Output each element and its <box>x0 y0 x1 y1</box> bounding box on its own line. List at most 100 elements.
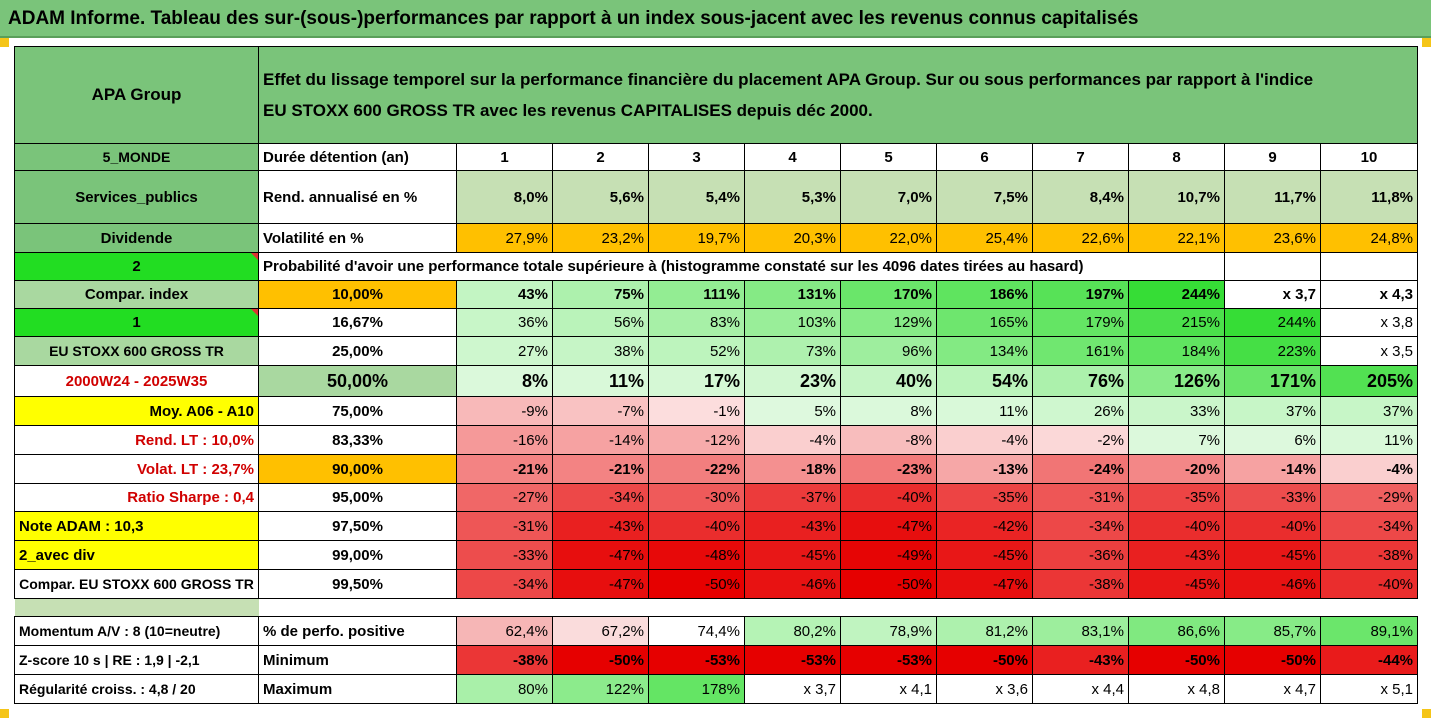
year-header: 9 <box>1224 143 1321 171</box>
index-code-label: 1 <box>14 308 259 337</box>
performance-cell: -33% <box>456 540 553 570</box>
description-line-1: Effet du lissage temporel sur la perform… <box>263 70 1314 89</box>
performance-cell: 223% <box>1224 336 1321 366</box>
report-title: ADAM Informe. Tableau des sur-(sous-)per… <box>0 0 1431 38</box>
maximum-cell: x 5,1 <box>1319 674 1419 704</box>
year-header: 1 <box>456 143 553 171</box>
maximum-cell: x 3,6 <box>936 674 1033 704</box>
performance-cell: 215% <box>1128 308 1225 337</box>
performance-cell: -40% <box>840 483 937 512</box>
year-header: 8 <box>1128 143 1225 171</box>
index-name-label: EU STOXX 600 GROSS TR <box>14 336 259 366</box>
performance-cell: -38% <box>1032 569 1129 599</box>
performance-cell: -14% <box>552 425 649 455</box>
performance-cell: 184% <box>1128 336 1225 366</box>
performance-cell: 73% <box>744 336 841 366</box>
performance-cell: -20% <box>1128 454 1225 484</box>
positive-perf-cell: 85,7% <box>1224 616 1321 646</box>
volatility-cell: 23,6% <box>1224 223 1321 253</box>
performance-cell: -40% <box>648 511 745 541</box>
volatility-cell: 27,9% <box>456 223 553 253</box>
minimum-cell: -43% <box>1032 645 1129 675</box>
maximum-cell: x 4,8 <box>1128 674 1225 704</box>
performance-cell: 43% <box>456 280 553 309</box>
company-name: APA Group <box>14 46 259 144</box>
performance-cell: -35% <box>1128 483 1225 512</box>
probability-level: 99,50% <box>258 569 457 599</box>
year-header: 5 <box>840 143 937 171</box>
performance-cell: -7% <box>552 396 649 426</box>
volatility-label: Volatilité en % <box>258 223 457 253</box>
year-header: 6 <box>936 143 1033 171</box>
performance-cell: -43% <box>552 511 649 541</box>
performance-cell: -1% <box>648 396 745 426</box>
description-line-2: EU STOXX 600 GROSS TR avec les revenus C… <box>263 101 873 120</box>
performance-cell: 6% <box>1224 425 1321 455</box>
momentum-label: Momentum A/V : 8 (10=neutre) <box>14 616 259 646</box>
return-label: Rend. annualisé en % <box>258 170 457 224</box>
performance-cell: -9% <box>456 396 553 426</box>
return-cell: 11,7% <box>1224 170 1321 224</box>
performance-cell: 52% <box>648 336 745 366</box>
report-description: Effet du lissage temporel sur la perform… <box>257 46 1419 144</box>
performance-cell: 11% <box>936 396 1033 426</box>
type-label: Dividende <box>14 223 259 253</box>
long-term-return-label: Rend. LT : 10,0% <box>14 425 259 455</box>
return-cell: 5,6% <box>552 170 649 224</box>
probability-level: 50,00% <box>258 365 457 397</box>
return-cell: 11,8% <box>1319 170 1419 224</box>
minimum-cell: -53% <box>648 645 745 675</box>
performance-cell: -24% <box>1032 454 1129 484</box>
long-term-volatility-label: Volat. LT : 23,7% <box>14 454 259 484</box>
performance-cell: 165% <box>936 308 1033 337</box>
positive-perf-cell: 86,6% <box>1128 616 1225 646</box>
performance-cell: 96% <box>840 336 937 366</box>
performance-cell: -36% <box>1032 540 1129 570</box>
year-header: 2 <box>552 143 649 171</box>
maximum-cell: x 4,4 <box>1032 674 1129 704</box>
performance-cell: -18% <box>744 454 841 484</box>
performance-cell: 244% <box>1128 280 1225 309</box>
performance-cell: 161% <box>1032 336 1129 366</box>
performance-cell: 7% <box>1128 425 1225 455</box>
performance-cell: -2% <box>1032 425 1129 455</box>
performance-cell: 33% <box>1128 396 1225 426</box>
performance-cell: 83% <box>648 308 745 337</box>
duration-label: Durée détention (an) <box>258 143 457 171</box>
positive-perf-cell: 81,2% <box>936 616 1033 646</box>
minimum-cell: -44% <box>1319 645 1419 675</box>
performance-cell: -34% <box>1032 511 1129 541</box>
volatility-cell: 23,2% <box>552 223 649 253</box>
performance-cell: -34% <box>1319 511 1419 541</box>
performance-cell: -16% <box>456 425 553 455</box>
maximum-cell: 122% <box>552 674 649 704</box>
performance-cell: -45% <box>1128 569 1225 599</box>
performance-cell: -21% <box>456 454 553 484</box>
performance-cell: 170% <box>840 280 937 309</box>
performance-cell: x 3,5 <box>1319 336 1419 366</box>
sharpe-ratio-label: Ratio Sharpe : 0,4 <box>14 483 259 512</box>
performance-cell: 38% <box>552 336 649 366</box>
performance-cell: -13% <box>936 454 1033 484</box>
performance-cell: -47% <box>936 569 1033 599</box>
performance-cell: -49% <box>840 540 937 570</box>
performance-cell: 56% <box>552 308 649 337</box>
performance-cell: -45% <box>744 540 841 570</box>
performance-cell: -50% <box>840 569 937 599</box>
positive-perf-cell: 78,9% <box>840 616 937 646</box>
maximum-cell: 178% <box>648 674 745 704</box>
return-cell: 7,5% <box>936 170 1033 224</box>
corner-marker <box>0 709 9 718</box>
return-cell: 8,4% <box>1032 170 1129 224</box>
performance-cell: -27% <box>456 483 553 512</box>
volatility-cell: 22,1% <box>1128 223 1225 253</box>
probability-level: 83,33% <box>258 425 457 455</box>
performance-cell: -31% <box>456 511 553 541</box>
performance-cell: -14% <box>1224 454 1321 484</box>
performance-cell: -45% <box>1224 540 1321 570</box>
performance-cell: -4% <box>744 425 841 455</box>
return-cell: 7,0% <box>840 170 937 224</box>
return-cell: 5,3% <box>744 170 841 224</box>
probability-level: 95,00% <box>258 483 457 512</box>
performance-cell: 11% <box>552 365 649 397</box>
